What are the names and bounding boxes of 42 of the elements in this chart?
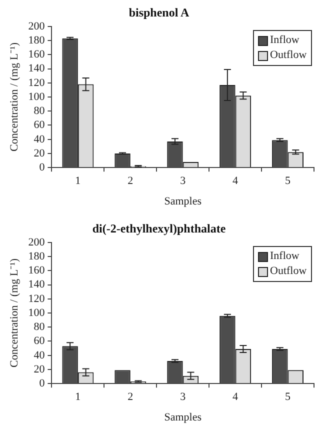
y-tick-label: 100: [28, 306, 46, 319]
y-tick-label: 80: [34, 105, 46, 118]
x-tick-label: 5: [285, 391, 292, 404]
y-axis-title: Concentration / (mg L⁻¹): [8, 258, 20, 368]
x-tick-label: 4: [232, 175, 239, 188]
x-tick-label: 3: [180, 391, 186, 404]
chart-title: bisphenol A: [128, 5, 190, 20]
y-tick-label: 180: [28, 250, 46, 262]
y-tick-label: 0: [39, 377, 46, 390]
y-tick-label: 160: [28, 264, 46, 277]
x-tick-label: 5: [285, 175, 292, 188]
y-tick-label: 140: [28, 62, 46, 75]
y-tick-label: 0: [39, 161, 46, 174]
y-tick-label: 120: [28, 292, 46, 305]
legend-label: Outflow: [270, 264, 307, 280]
x-tick-label: 3: [180, 175, 186, 188]
x-axis-title: Samples: [164, 195, 202, 208]
y-tick-label: 120: [28, 76, 46, 89]
legend-label: Outflow: [270, 48, 307, 64]
y-axis-title: Concentration / (mg L⁻¹): [8, 42, 20, 152]
legend-label: Inflow: [270, 33, 300, 48]
y-tick-label: 100: [28, 90, 46, 103]
y-tick-label: 140: [28, 278, 46, 291]
x-tick-label: 1: [75, 175, 81, 188]
x-tick-label: 2: [128, 175, 134, 188]
y-tick-label: 60: [34, 119, 46, 132]
y-tick-label: 180: [28, 34, 46, 46]
y-tick-label: 160: [28, 48, 46, 61]
x-tick-label: 4: [232, 391, 239, 404]
x-tick-label: 2: [128, 391, 134, 404]
y-tick-label: 200: [28, 236, 46, 248]
x-axis-title: Samples: [164, 411, 202, 424]
legend-label: Inflow: [270, 249, 300, 264]
y-tick-label: 200: [28, 20, 46, 32]
y-tick-label: 20: [34, 147, 46, 160]
x-tick-label: 1: [75, 391, 81, 404]
y-tick-label: 40: [34, 349, 46, 362]
y-tick-label: 80: [34, 321, 46, 334]
y-tick-label: 20: [34, 363, 46, 376]
y-tick-label: 40: [34, 133, 46, 146]
y-tick-label: 60: [34, 335, 46, 348]
chart-title: di(-2-ethylhexyl)phthalate: [92, 221, 226, 236]
